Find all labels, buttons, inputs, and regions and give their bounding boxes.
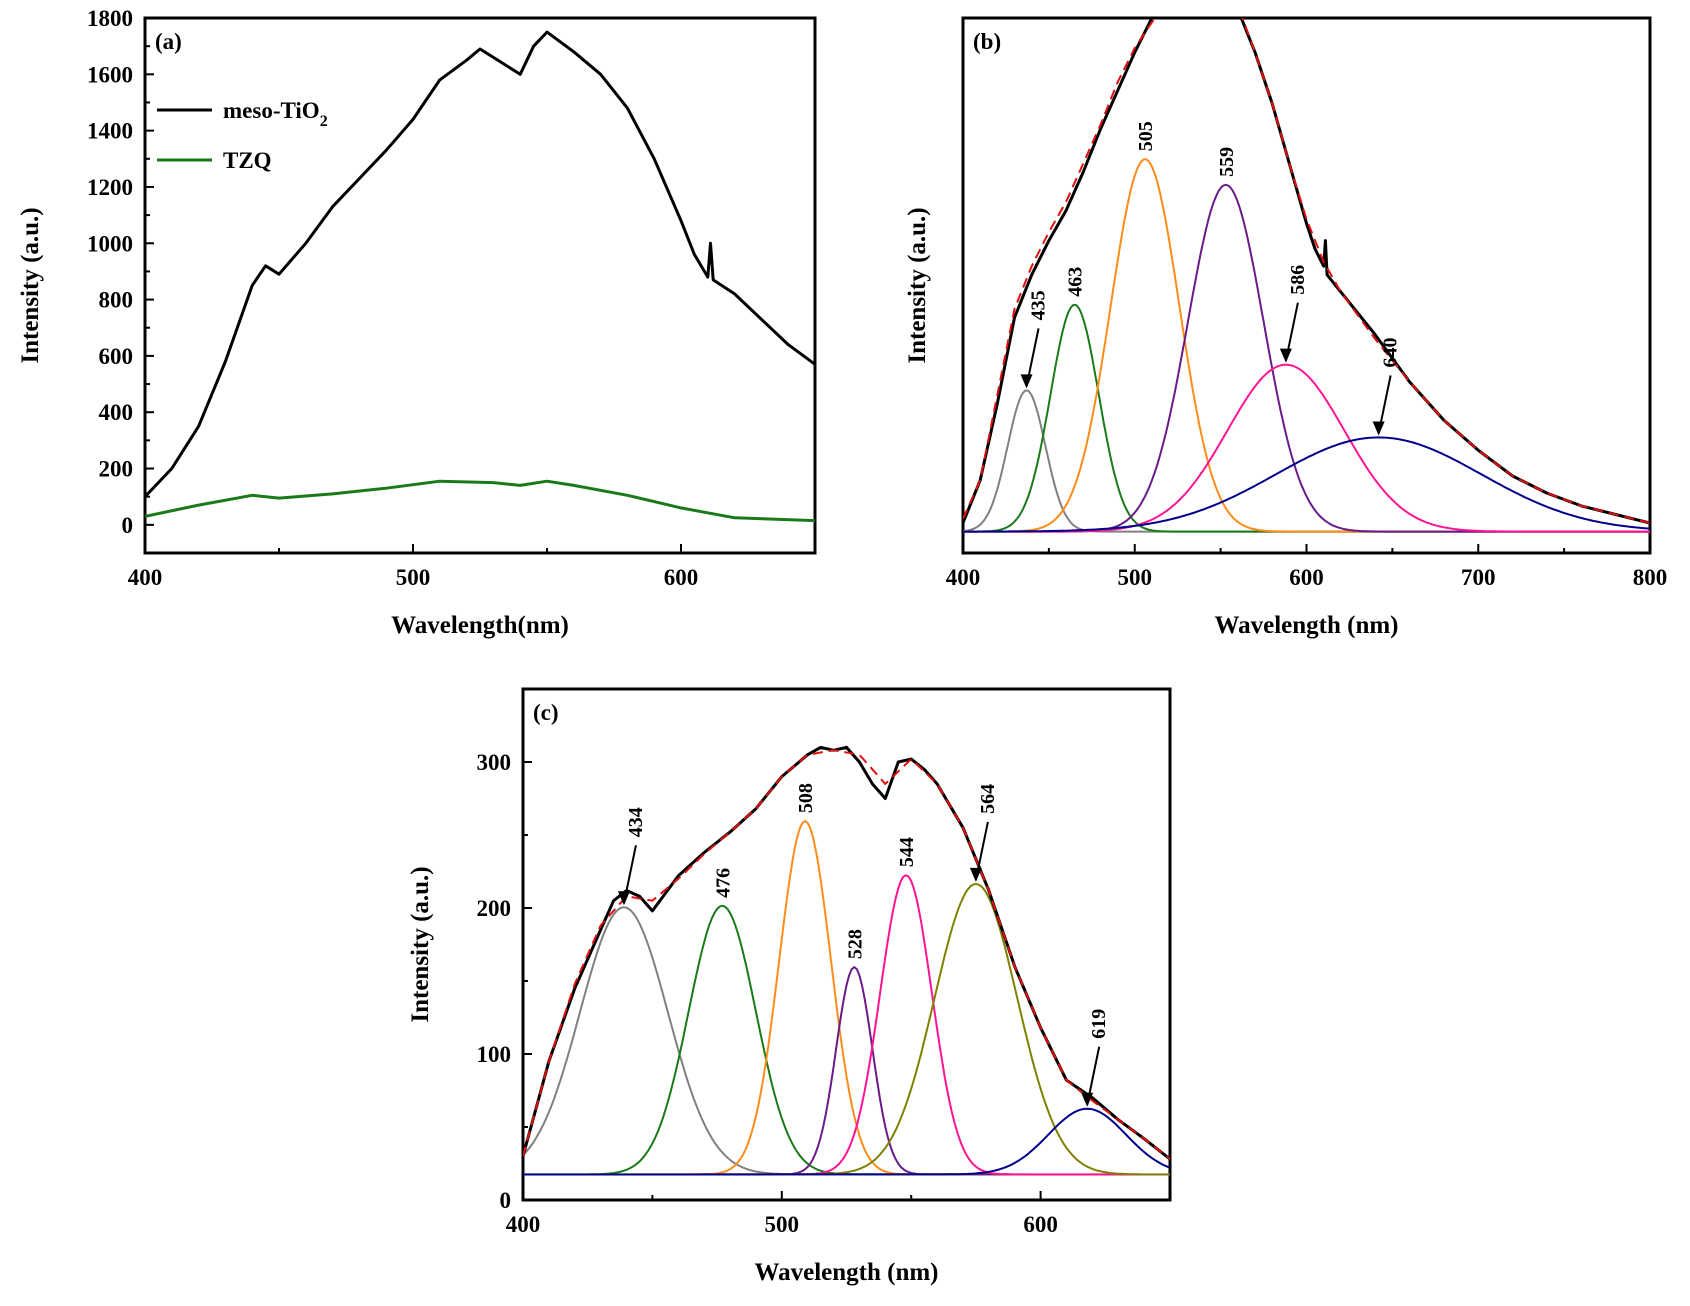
peak-label: 434	[625, 807, 647, 837]
y-tick-label: 100	[477, 1042, 512, 1067]
panel-c: 400 500 600 0 100 200 300 Wavelength (nm) Intens…	[407, 687, 1172, 1286]
x-axis-title: Wavelength (nm)	[1214, 612, 1398, 639]
peak-label: 544	[896, 837, 918, 867]
series-line	[145, 479, 815, 523]
y-tick-label: 1800	[87, 6, 133, 31]
y-tick-label: 0	[500, 1188, 512, 1213]
x-tick-label: 500	[765, 1212, 800, 1237]
peak-label: 619	[1088, 1009, 1110, 1039]
peak-arrowhead	[1081, 1092, 1094, 1107]
legend-name: meso-TiO	[223, 98, 320, 123]
y-tick-label: 800	[99, 288, 134, 313]
x-axis-title: Wavelength (nm)	[754, 1259, 938, 1286]
plot-area	[145, 30, 815, 523]
peak-label: 564	[977, 784, 999, 814]
peak-curve-564	[523, 882, 1170, 1176]
series-line	[963, 18, 1650, 524]
y-tick-label: 0	[122, 513, 134, 538]
peak-label: 559	[1216, 147, 1238, 177]
x-tick-label: 400	[946, 565, 981, 590]
y-tick-label: 1000	[87, 231, 133, 256]
y-tick-label: 1400	[87, 119, 133, 144]
x-tick-label: 800	[1633, 565, 1668, 590]
x-tick-label: 500	[396, 565, 431, 590]
series-line	[963, 18, 1650, 525]
legend-name: TZQ	[223, 148, 272, 173]
peak-curve-640	[963, 436, 1650, 533]
plot-frame	[143, 16, 817, 555]
y-tick-label: 1600	[87, 62, 133, 87]
peak-curve-559	[963, 183, 1650, 533]
x-tick-label: 400	[128, 565, 163, 590]
panel-label: (b)	[973, 29, 1001, 54]
x-tick-label: 600	[1289, 565, 1324, 590]
y-tick-label: 300	[477, 750, 512, 775]
y-tick-label: 200	[99, 457, 134, 482]
peak-label: 528	[844, 929, 866, 959]
peak-arrowhead	[617, 891, 630, 906]
peak-arrowhead	[969, 867, 982, 882]
peak-arrowhead	[1372, 421, 1385, 436]
plot-frame	[521, 687, 1172, 1202]
peak-label: 476	[712, 868, 734, 898]
peak-label: 640	[1380, 337, 1402, 367]
y-tick-label: 200	[477, 896, 512, 921]
y-axis-title: Intensity (a.u.)	[17, 207, 44, 363]
x-axis-title: Wavelength(nm)	[391, 612, 569, 639]
x-tick-label: 500	[1118, 565, 1153, 590]
panel-label: (c)	[533, 700, 559, 725]
y-axis-title: Intensity (a.u.)	[407, 866, 434, 1022]
panel-label: (a)	[155, 29, 182, 54]
x-tick-label: 400	[506, 1212, 541, 1237]
peak-label: 505	[1135, 121, 1157, 151]
peak-label: 586	[1287, 265, 1309, 295]
legend-subscript: 2	[320, 113, 328, 130]
legend-label: meso-TiO2	[223, 98, 328, 130]
peak-curve-508	[523, 819, 1170, 1176]
peak-label: 463	[1065, 267, 1087, 297]
peak-curve-544	[523, 874, 1170, 1176]
x-tick-label: 600	[1023, 1212, 1058, 1237]
x-tick-label: 600	[664, 565, 699, 590]
peak-label: 435	[1028, 290, 1050, 320]
panel-b: 400 500 600 700 800 Wavelength (nm) Intensity …	[904, 16, 1668, 639]
panel-a: 400 500 600 0 200 400 600 800 1000 1200 1400 1600 18…	[17, 6, 817, 639]
plot-area	[523, 745, 1170, 1176]
series-line	[145, 30, 815, 498]
peak-arrowhead	[1020, 374, 1033, 389]
x-tick-label: 700	[1461, 565, 1496, 590]
y-tick-label: 400	[99, 400, 134, 425]
series-line	[523, 749, 1170, 1160]
peak-curve-505	[963, 158, 1650, 533]
peak-curve-435	[963, 389, 1650, 533]
legend-label: TZQ	[223, 148, 272, 173]
peak-curve-619	[523, 1107, 1170, 1176]
y-axis-title: Intensity (a.u.)	[904, 207, 931, 363]
y-tick-label: 1200	[87, 175, 133, 200]
plot-area	[963, 18, 1650, 533]
peak-arrowhead	[1279, 348, 1292, 363]
y-tick-label: 600	[99, 344, 134, 369]
peak-label: 508	[795, 783, 817, 813]
